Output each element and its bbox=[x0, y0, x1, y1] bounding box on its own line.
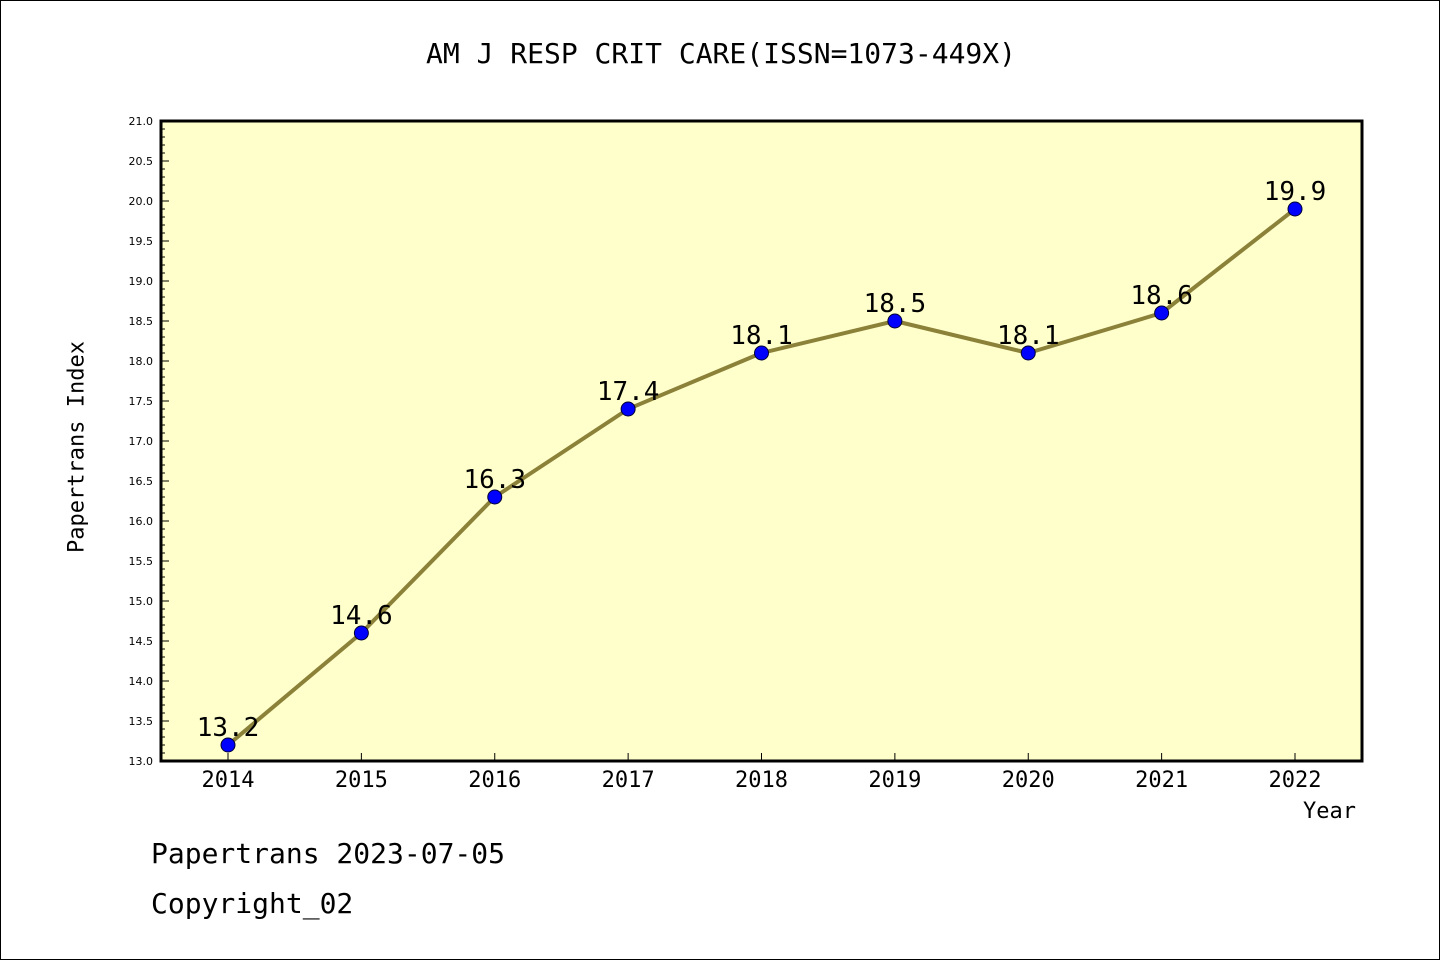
data-point bbox=[620, 401, 636, 417]
data-point bbox=[353, 625, 369, 641]
series-group: 13.2 14.6 16.3 17.4 18.1 18.5 18.1 18.6 19.9 bbox=[197, 177, 1327, 753]
x-tick-label: 2017 bbox=[602, 768, 655, 793]
plot-area bbox=[159, 119, 1364, 763]
x-axis-label: Year bbox=[1303, 799, 1356, 824]
data-label: 18.6 bbox=[1130, 281, 1193, 311]
y-tick-label: 20.0 bbox=[129, 195, 154, 208]
data-point bbox=[1020, 345, 1036, 361]
data-point bbox=[487, 489, 503, 505]
data-label: 17.4 bbox=[597, 377, 660, 407]
data-label: 13.2 bbox=[197, 713, 260, 743]
y-tick-label: 17.0 bbox=[129, 435, 154, 448]
chart-title: AM J RESP CRIT CARE(ISSN=1073-449X) bbox=[425, 37, 1016, 70]
data-point bbox=[1154, 305, 1170, 321]
footer-copyright: Copyright_02 bbox=[151, 887, 354, 920]
y-tick-label: 19.5 bbox=[129, 235, 154, 248]
y-tick-label: 16.5 bbox=[129, 475, 154, 488]
x-tick-label: 2018 bbox=[735, 768, 788, 793]
x-axis-ticks: 2014 2015 2016 2017 2018 2019 2020 2021 2022 bbox=[202, 753, 1322, 793]
x-tick-label: 2019 bbox=[868, 768, 921, 793]
x-tick-label: 2021 bbox=[1135, 768, 1188, 793]
data-label: 18.5 bbox=[864, 289, 927, 319]
data-label: 14.6 bbox=[330, 601, 393, 631]
y-tick-label: 20.5 bbox=[129, 155, 154, 168]
y-tick-label: 16.0 bbox=[129, 515, 154, 528]
y-tick-label: 18.5 bbox=[129, 315, 154, 328]
data-point bbox=[220, 737, 236, 753]
data-label: 18.1 bbox=[997, 321, 1060, 351]
x-tick-label: 2014 bbox=[202, 768, 255, 793]
y-axis-label: Papertrans Index bbox=[64, 341, 90, 553]
x-tick-label: 2022 bbox=[1269, 768, 1322, 793]
x-tick-label: 2016 bbox=[468, 768, 521, 793]
y-tick-label: 13.5 bbox=[129, 715, 154, 728]
footer-date: Papertrans 2023-07-05 bbox=[151, 837, 506, 870]
data-label: 18.1 bbox=[730, 321, 793, 351]
y-tick-label: 14.5 bbox=[129, 635, 154, 648]
x-tick-label: 2020 bbox=[1002, 768, 1055, 793]
y-tick-label: 13.0 bbox=[129, 755, 154, 768]
y-tick-label: 19.0 bbox=[129, 275, 154, 288]
data-label: 19.9 bbox=[1264, 177, 1327, 207]
y-tick-label: 17.5 bbox=[129, 395, 154, 408]
y-tick-label: 15.5 bbox=[129, 555, 154, 568]
data-point bbox=[1287, 201, 1303, 217]
y-axis-ticks: 13.0 13.5 14.0 14.5 15.0 15.5 16.0 16.5 17.0 17.5… bbox=[129, 115, 169, 768]
data-point bbox=[754, 345, 769, 361]
data-label: 16.3 bbox=[463, 465, 526, 495]
x-tick-label: 2015 bbox=[335, 768, 388, 793]
y-tick-label: 21.0 bbox=[129, 115, 154, 128]
y-tick-label: 15.0 bbox=[129, 595, 154, 608]
y-tick-label: 18.0 bbox=[129, 355, 154, 368]
y-tick-label: 14.0 bbox=[129, 675, 154, 688]
data-point bbox=[887, 313, 903, 329]
